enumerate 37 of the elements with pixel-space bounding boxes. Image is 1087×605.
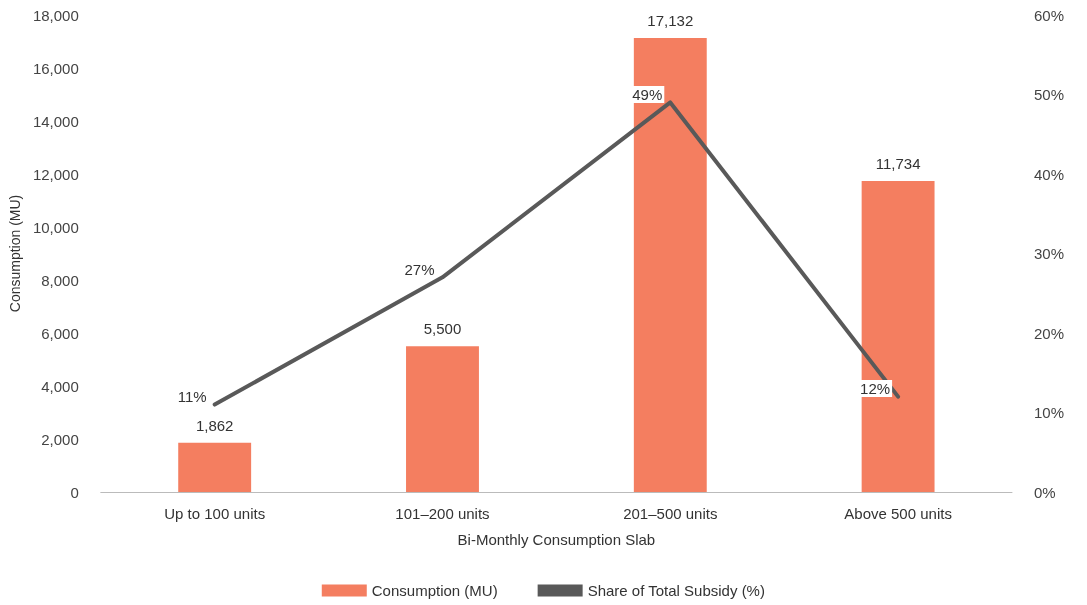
y-tick-label: 10,000 (32, 218, 79, 236)
y2-tick-label: 40% (1034, 165, 1065, 183)
y-tick-label: 8,000 (41, 271, 79, 289)
y-tick-label: 2,000 (41, 430, 79, 448)
x-tick-label: Up to 100 units (164, 505, 266, 522)
data-label: 27% (404, 260, 435, 278)
bar (406, 346, 479, 492)
data-label: 12% (860, 380, 891, 398)
x-axis-title: Bi-Monthly Consumption Slab (457, 531, 656, 548)
bar (633, 38, 707, 492)
y-tick-label: 14,000 (32, 112, 79, 130)
y2-tick-label: 10% (1034, 404, 1065, 421)
y-tick-label: 16,000 (32, 59, 79, 77)
bar (861, 181, 935, 492)
y2-tick-label: 20% (1034, 324, 1065, 342)
x-tick-label: 101–200 units (395, 505, 490, 522)
y-tick-label: 18,000 (32, 6, 79, 24)
y-tick-label: 6,000 (41, 324, 79, 342)
y2-tick-label: 0% (1034, 483, 1056, 501)
x-tick-label: Above 500 units (844, 505, 952, 522)
y-tick-label: 12,000 (32, 165, 79, 183)
y2-tick-label: 60% (1034, 6, 1065, 24)
y2-tick-label: 30% (1034, 245, 1065, 262)
legend-label: Consumption (MU) (371, 582, 498, 599)
data-label: 1,862 (195, 416, 234, 434)
legend-label: Share of Total Subsidy (%) (587, 582, 765, 599)
y-tick-label: 0 (70, 483, 79, 501)
bar (178, 442, 252, 492)
data-label: 49% (632, 85, 663, 103)
y-tick-label: 4,000 (41, 377, 79, 395)
data-label: 5,500 (423, 320, 462, 338)
data-label: 17,132 (647, 12, 694, 29)
y-axis-title: Consumption (MU) (7, 194, 23, 313)
x-tick-label: 201–500 units (623, 505, 718, 522)
y2-tick-label: 50% (1034, 86, 1065, 103)
data-label: 11,734 (875, 155, 921, 173)
data-label: 11% (177, 388, 207, 406)
